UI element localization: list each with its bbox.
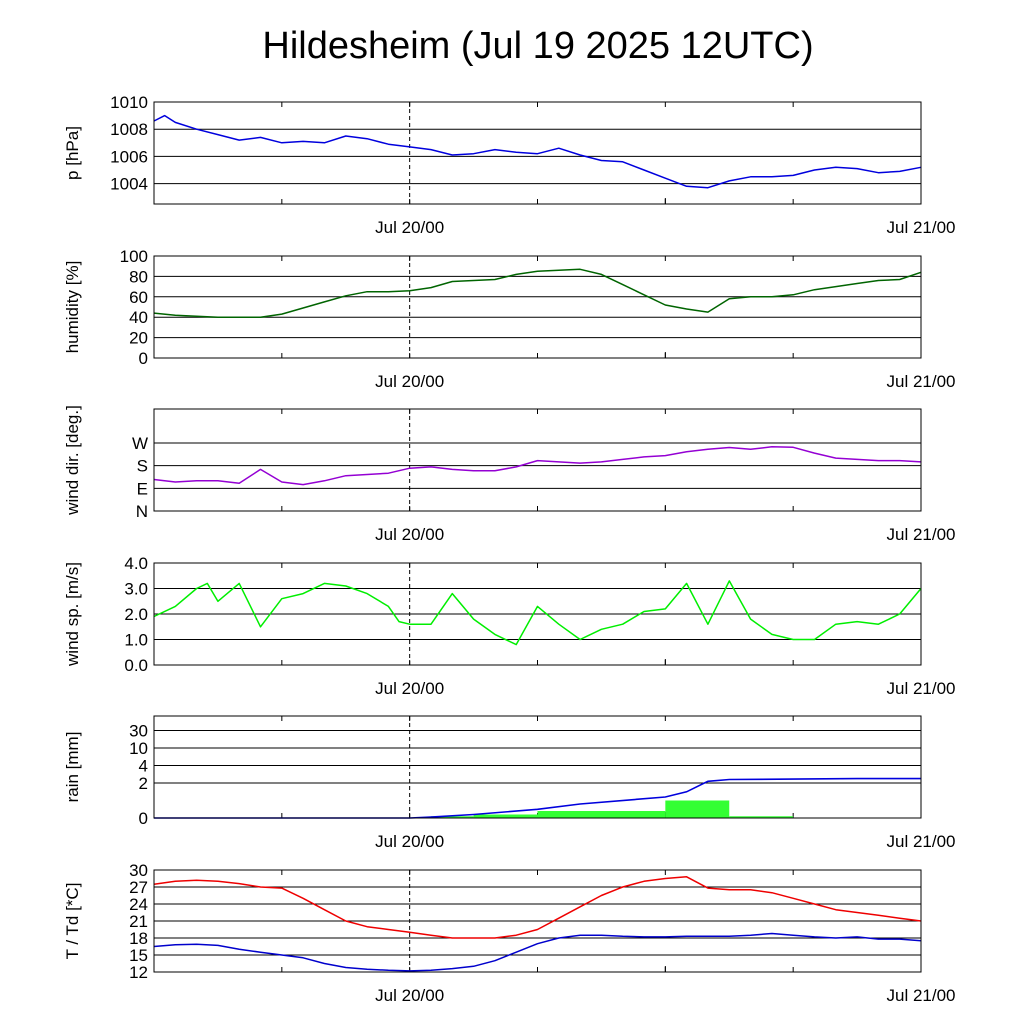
x-tick-label: Jul 21/00 [887, 679, 956, 698]
y-tick-label: 0.0 [124, 656, 148, 675]
y-tick-label: N [136, 502, 148, 521]
y-tick-label: 12 [129, 963, 148, 982]
humidity-line [153, 268, 922, 318]
y-tick-label: 0 [139, 809, 148, 828]
x-tick-label: Jul 20/00 [375, 218, 444, 237]
rain-bar [537, 811, 666, 818]
rain-bar [473, 814, 538, 818]
y-tick-label: 1010 [110, 93, 148, 112]
temperature-line [153, 876, 922, 939]
y-tick-label: 0 [139, 349, 148, 368]
panel-frame [153, 408, 922, 512]
y-tick-label: 18 [129, 929, 148, 948]
chart-title: Hildesheim (Jul 19 2025 12UTC) [262, 25, 813, 67]
wind_dir-line [153, 446, 922, 486]
rain-cumulative-line [154, 777, 921, 819]
y-tick-label: 1006 [110, 147, 148, 166]
y-axis-label: wind sp. [m/s] [63, 562, 82, 667]
panel-frame [153, 101, 922, 205]
y-tick-label: S [137, 457, 148, 476]
y-tick-label: 24 [129, 895, 148, 914]
y-axis-label: rain [mm] [63, 732, 82, 803]
y-tick-label: 1004 [110, 175, 148, 194]
x-tick-label: Jul 21/00 [887, 218, 956, 237]
y-tick-label: 27 [129, 878, 148, 897]
x-tick-label: Jul 20/00 [375, 372, 444, 391]
y-tick-label: 30 [129, 861, 148, 880]
y-tick-label: 60 [129, 288, 148, 307]
rain-bar [665, 800, 730, 818]
y-tick-label: 10 [129, 739, 148, 758]
rain-bar [430, 816, 474, 818]
y-tick-label: 1008 [110, 120, 148, 139]
y-tick-label: 4 [139, 757, 148, 776]
y-tick-label: 21 [129, 912, 148, 931]
x-tick-label: Jul 21/00 [887, 372, 956, 391]
x-tick-label: Jul 20/00 [375, 679, 444, 698]
y-axis-label: T / Td [*C] [63, 883, 82, 960]
panel-frame [153, 562, 922, 666]
y-tick-label: 3.0 [124, 580, 148, 599]
x-tick-label: Jul 21/00 [887, 525, 956, 544]
y-tick-label: 2.0 [124, 605, 148, 624]
rain-bar [729, 816, 794, 818]
pressure-line [153, 114, 922, 189]
y-axis-label: p [hPa] [63, 126, 82, 180]
x-tick-label: Jul 20/00 [375, 986, 444, 1005]
y-tick-label: 4.0 [124, 554, 148, 573]
y-tick-label: 2 [139, 774, 148, 793]
panel-frame [153, 715, 922, 819]
y-axis-label: humidity [%] [63, 261, 82, 354]
panel-frame [153, 869, 922, 973]
y-axis-label: wind dir. [deg.] [63, 405, 82, 516]
y-tick-label: W [132, 434, 148, 453]
wind_speed-line [153, 580, 922, 646]
y-tick-label: 1.0 [124, 631, 148, 650]
x-tick-label: Jul 21/00 [887, 832, 956, 851]
y-tick-label: 20 [129, 329, 148, 348]
dewpoint-line [153, 932, 922, 972]
y-tick-label: 100 [120, 247, 148, 266]
y-tick-label: 40 [129, 308, 148, 327]
y-tick-label: 80 [129, 267, 148, 286]
y-tick-label: 30 [129, 722, 148, 741]
x-tick-label: Jul 20/00 [375, 525, 444, 544]
x-tick-label: Jul 20/00 [375, 832, 444, 851]
y-tick-label: 15 [129, 946, 148, 965]
panel-frame [153, 255, 922, 359]
y-tick-label: E [137, 479, 148, 498]
x-tick-label: Jul 21/00 [887, 986, 956, 1005]
